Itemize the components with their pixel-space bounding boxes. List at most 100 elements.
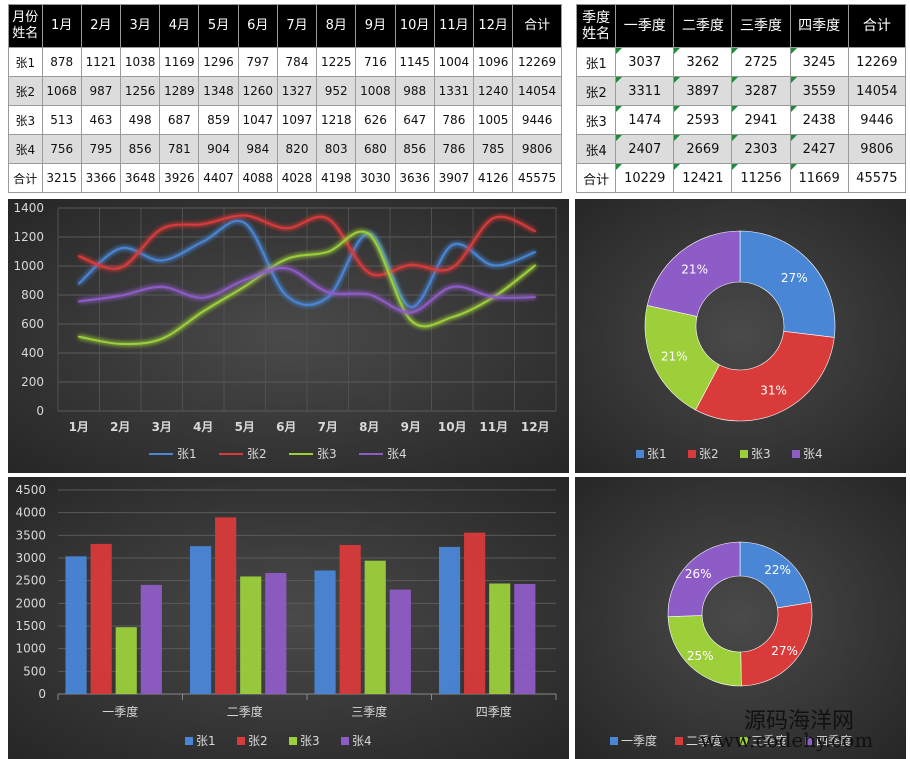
monthly-table-cell: 4198 [316, 163, 357, 193]
monthly-table-cell: 1296 [198, 47, 239, 77]
monthly-table-cell-value: 1096 [477, 55, 509, 69]
formula-indicator-icon [674, 77, 681, 83]
monthly-table-cell: 856 [394, 134, 435, 164]
quarter-table-row-name: 张2 [575, 76, 617, 106]
line-chart-y-tick: 1000 [13, 259, 44, 273]
quarter-table-cell-value: 11669 [798, 170, 840, 186]
quarter-table-cell: 2438 [789, 105, 849, 135]
monthly-table-row-name: 张4 [8, 134, 43, 164]
donut-quarter-data-label: 25% [687, 649, 714, 663]
quarter-table-row: 张2 3311 3897 3287 3559 14054 [575, 76, 907, 106]
monthly-table-cell: 785 [472, 134, 514, 164]
donut-quarter-legend-swatch [740, 737, 748, 745]
monthly-table-cell-value: 803 [324, 142, 348, 156]
line-data-point [77, 300, 80, 303]
monthly-table-cell-value: 1038 [124, 55, 156, 69]
bar-4 [389, 589, 411, 694]
monthly-table-cell-value: 513 [50, 113, 74, 127]
line-data-point [368, 233, 371, 236]
monthly-table-cell-value: 45575 [518, 171, 557, 185]
donut-quarter-data-label: 22% [764, 563, 791, 577]
quarter-table-cell: 3262 [673, 47, 733, 77]
formula-indicator-icon [790, 77, 797, 83]
bar-2 [464, 532, 486, 694]
monthly-table-cell: 1348 [198, 76, 239, 106]
quarter-table-cell-value: 3311 [628, 83, 662, 99]
quarter-table-cell: 2725 [731, 47, 791, 77]
monthly-table-cell: 904 [198, 134, 239, 164]
monthly-table-cell: 647 [394, 105, 435, 135]
quarter-table-header-row: 季度 姓名 一季度 二季度 三季度 四季度 合计 [575, 4, 907, 48]
quarter-share-donut-chart: 22% 27% 25% 26% 一季度 二季度 三季度 四季度 [610, 541, 852, 748]
monthly-table-cell: 1145 [394, 47, 435, 77]
monthly-table-cell-value: 795 [89, 142, 113, 156]
quarter-corner-header: 季度 姓名 [575, 4, 617, 48]
line-data-point [160, 228, 163, 230]
monthly-table-cell: 4126 [472, 163, 514, 193]
monthly-table-cell-value: 797 [246, 55, 270, 69]
quarter-table-cell: 2669 [673, 134, 733, 164]
monthly-table-cell-value: 687 [167, 113, 191, 127]
quarter-table-cell: 10229 [615, 163, 675, 193]
monthly-table-cell: 3366 [80, 163, 122, 193]
monthly-table-cell: 12269 [512, 47, 562, 77]
monthly-table-cell-value: 1327 [281, 84, 313, 98]
donut-person-legend-label: 张4 [803, 447, 823, 461]
line-chart-legend-label: 张1 [177, 447, 197, 461]
quarter-table-cell-value: 2669 [686, 141, 720, 157]
monthly-table-cell: 1005 [472, 105, 514, 135]
formula-indicator-icon [790, 106, 797, 112]
quarter-table-cell-value: 11256 [740, 170, 782, 186]
monthly-table-cell-value: 4407 [203, 171, 234, 185]
line-data-point [326, 251, 329, 253]
monthly-table-cell: 987 [80, 76, 122, 106]
monthly-table-cell: 786 [433, 134, 474, 164]
monthly-table-cell-value: 1145 [399, 55, 430, 69]
monthly-table-cell-value: 1121 [85, 55, 117, 69]
quarter-table-cell: 9446 [847, 105, 907, 135]
monthly-table-cell: 14054 [512, 76, 562, 106]
donut-person-slice-4 [646, 230, 741, 317]
monthly-table-header-cell: 9月 [355, 4, 396, 48]
formula-indicator-icon [732, 135, 739, 141]
monthly-table-cell: 1260 [237, 76, 278, 106]
monthly-table-cell: 513 [41, 105, 82, 135]
bar-1 [65, 556, 87, 694]
bar-chart-panel: 0 500 1000 1500 2000 2500 3000 3500 4000 4500 一季度 二… [8, 477, 569, 759]
monthly-table-header-cell: 3月 [120, 4, 161, 48]
monthly-table-cell-value: 680 [363, 142, 387, 156]
monthly-table-cell-value: 856 [128, 142, 152, 156]
monthly-table-cell: 45575 [512, 163, 562, 193]
quarter-table-row-name: 合计 [575, 163, 617, 193]
formula-indicator-icon [616, 135, 623, 141]
bar-2 [90, 543, 112, 694]
monthly-table-cell-value: 3366 [85, 171, 117, 185]
donut-quarter-legend-label: 一季度 [621, 733, 657, 748]
monthly-table-row: 张2 1068 987 1256 1289 1348 1260 1327 952 1008 988 1… [8, 76, 562, 106]
monthly-table-cell-value: 1331 [438, 84, 470, 98]
line-chart-x-tick: 6月 [276, 420, 296, 434]
line-chart-y-tick: 200 [21, 375, 44, 389]
monthly-table-cell-value: 1225 [320, 55, 352, 69]
line-data-point [368, 293, 371, 296]
monthly-table-cell-value: 1240 [477, 84, 509, 98]
monthly-table-cell: 988 [394, 76, 435, 106]
line-data-point [77, 282, 80, 285]
monthly-table-cell: 1218 [316, 105, 357, 135]
donut-person-data-label: 27% [781, 271, 808, 285]
donut-chart-panel-person: 27% 31% 21% 21% 张1 张2 张3 张4 [575, 199, 906, 473]
monthly-table-row: 张1 878 1121 1038 1169 1296 797 784 1225 716 1145 10… [8, 47, 562, 77]
bar-4 [514, 583, 536, 694]
bar-4 [140, 584, 162, 694]
quarter-table-cell-value: 12269 [856, 54, 898, 70]
quarter-table-cell: 1474 [615, 105, 675, 135]
corner-top-label: 月份 [12, 10, 39, 25]
line-data-point [451, 244, 454, 246]
donut-quarter-slice-4 [667, 541, 741, 618]
monthly-table-cell-value: 904 [207, 142, 231, 156]
quarter-table-header-cell: 三季度 [731, 4, 791, 48]
bar-2 [215, 517, 237, 694]
quarter-table-header-cell: 一季度 [615, 4, 675, 48]
line-data-point [492, 296, 495, 298]
monthly-table-cell-value: 1005 [477, 113, 509, 127]
